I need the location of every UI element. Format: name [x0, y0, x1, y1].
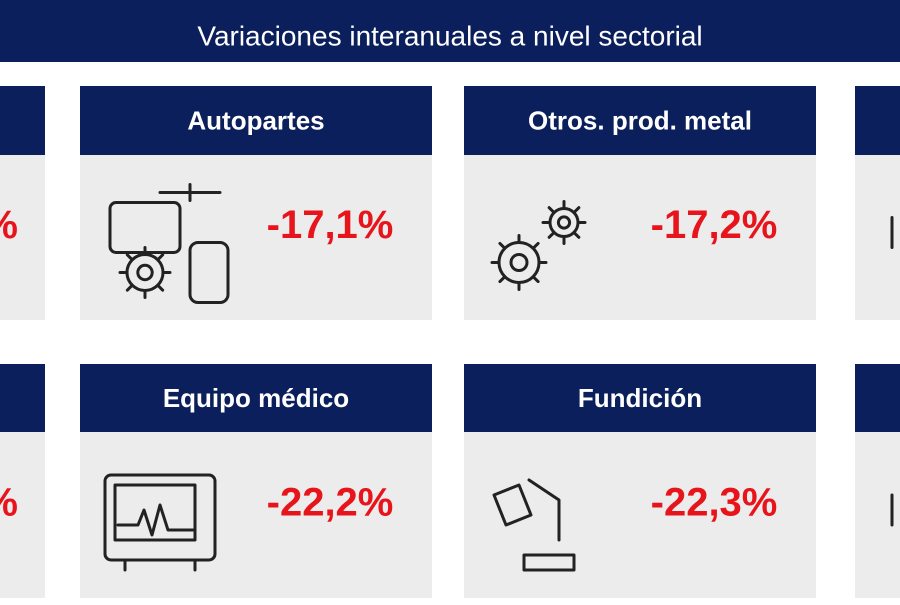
edge-card-body: [0, 432, 45, 598]
icon-part: [509, 253, 529, 272]
icon-part: [103, 473, 217, 562]
edge-card-body: [0, 155, 45, 320]
card-value: -17,2%: [651, 203, 778, 247]
card-icon: [492, 478, 576, 572]
card-value: -22,3%: [651, 481, 778, 525]
icon-part: [116, 503, 195, 537]
header-title: Variaciones interanuales a nivel sectori…: [197, 20, 702, 51]
icon-part: [158, 183, 222, 202]
icon-part: [136, 263, 154, 282]
card-header: [80, 364, 432, 432]
card-title: Autopartes: [187, 105, 324, 135]
edge-card-header: [0, 364, 45, 432]
card-header: [80, 86, 432, 155]
card: Otros. prod. metal -17,2%: [464, 86, 816, 320]
edge-card-header: [855, 86, 900, 155]
edge-card-header: [855, 364, 900, 432]
card-title: Otros. prod. metal: [528, 105, 752, 135]
icon-part: [556, 215, 572, 230]
edge-card-value: %: [0, 481, 18, 525]
card-value: -17,1%: [267, 203, 394, 247]
card-icon: [103, 473, 217, 572]
icon-part: [490, 234, 548, 291]
icon-part: [118, 246, 172, 299]
icon-part: [188, 241, 230, 304]
card-icon: [108, 183, 230, 304]
card-body: [464, 155, 816, 320]
icon-part: [113, 483, 197, 542]
card-title: Equipo médico: [163, 383, 349, 413]
card-header: [464, 364, 816, 432]
card-body: [80, 155, 432, 320]
icon-part: [123, 558, 197, 572]
card: Autopartes -17,1%: [80, 86, 432, 320]
icon-part: [548, 207, 580, 238]
edge-card-value: %: [0, 203, 18, 247]
card-body: [80, 432, 432, 598]
icon-part: [125, 253, 165, 292]
card-title: Fundición: [578, 383, 702, 413]
card-header: [464, 86, 816, 155]
card: Equipo médico -22,2%: [80, 364, 432, 598]
card: Fundición -22,3%: [464, 364, 816, 598]
card-icon: [490, 200, 587, 291]
card-value: -22,2%: [267, 481, 394, 525]
icon-part: [497, 241, 541, 284]
icon-part: [541, 200, 587, 245]
header-bar: [0, 0, 900, 62]
edge-card-header: [0, 86, 45, 155]
cards: Autopartes -17,1% Otros. prod. metal -17,2%…: [0, 86, 900, 598]
icon-part: [492, 478, 576, 572]
